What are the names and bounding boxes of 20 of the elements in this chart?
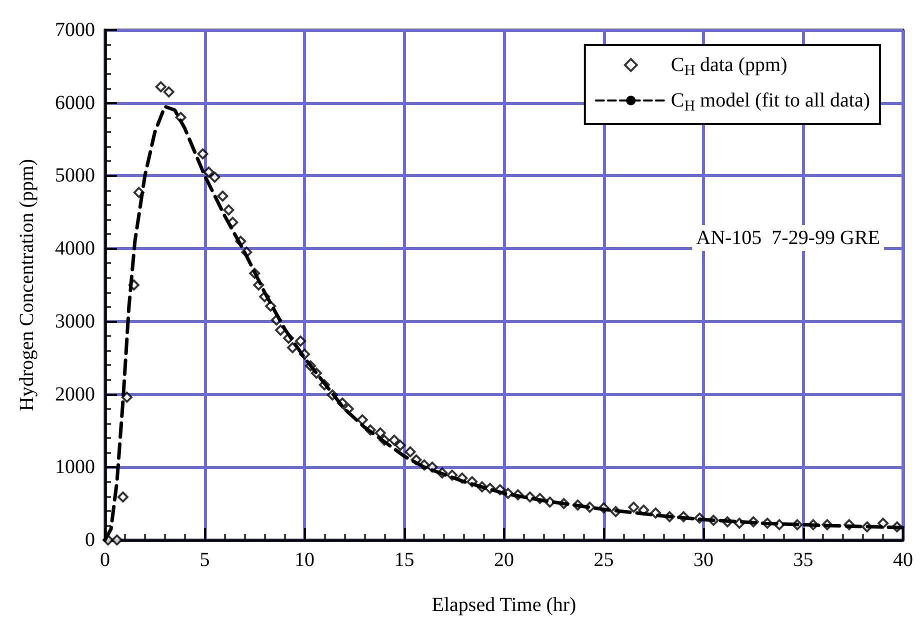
y-tick-label: 2000 xyxy=(55,383,95,406)
y-tick-label: 7000 xyxy=(55,19,95,41)
y-tick-label: 6000 xyxy=(55,92,95,114)
y-tick-label: 5000 xyxy=(55,164,95,187)
x-tick-label: 20 xyxy=(494,549,514,571)
y-tick-label: 0 xyxy=(85,529,95,551)
x-tick-label: 0 xyxy=(100,549,110,571)
x-tick-label: 25 xyxy=(594,549,614,571)
x-tick-label: 5 xyxy=(200,549,210,571)
y-tick-label: 1000 xyxy=(55,456,95,478)
x-tick-label: 35 xyxy=(793,549,814,571)
y-tick-label: 3000 xyxy=(55,310,95,332)
y-tick-label: 4000 xyxy=(55,238,95,260)
x-tick-label: 15 xyxy=(394,549,414,571)
x-axis-title: Elapsed Time (hr) xyxy=(432,594,576,616)
x-tick-label: 10 xyxy=(294,549,314,571)
x-tick-label: 40 xyxy=(893,549,913,571)
y-axis-title: Hydrogen Concentration (ppm) xyxy=(16,158,38,412)
annotation: AN-105 7-29-99 GRE xyxy=(696,227,880,249)
x-tick-label: 30 xyxy=(694,549,714,571)
